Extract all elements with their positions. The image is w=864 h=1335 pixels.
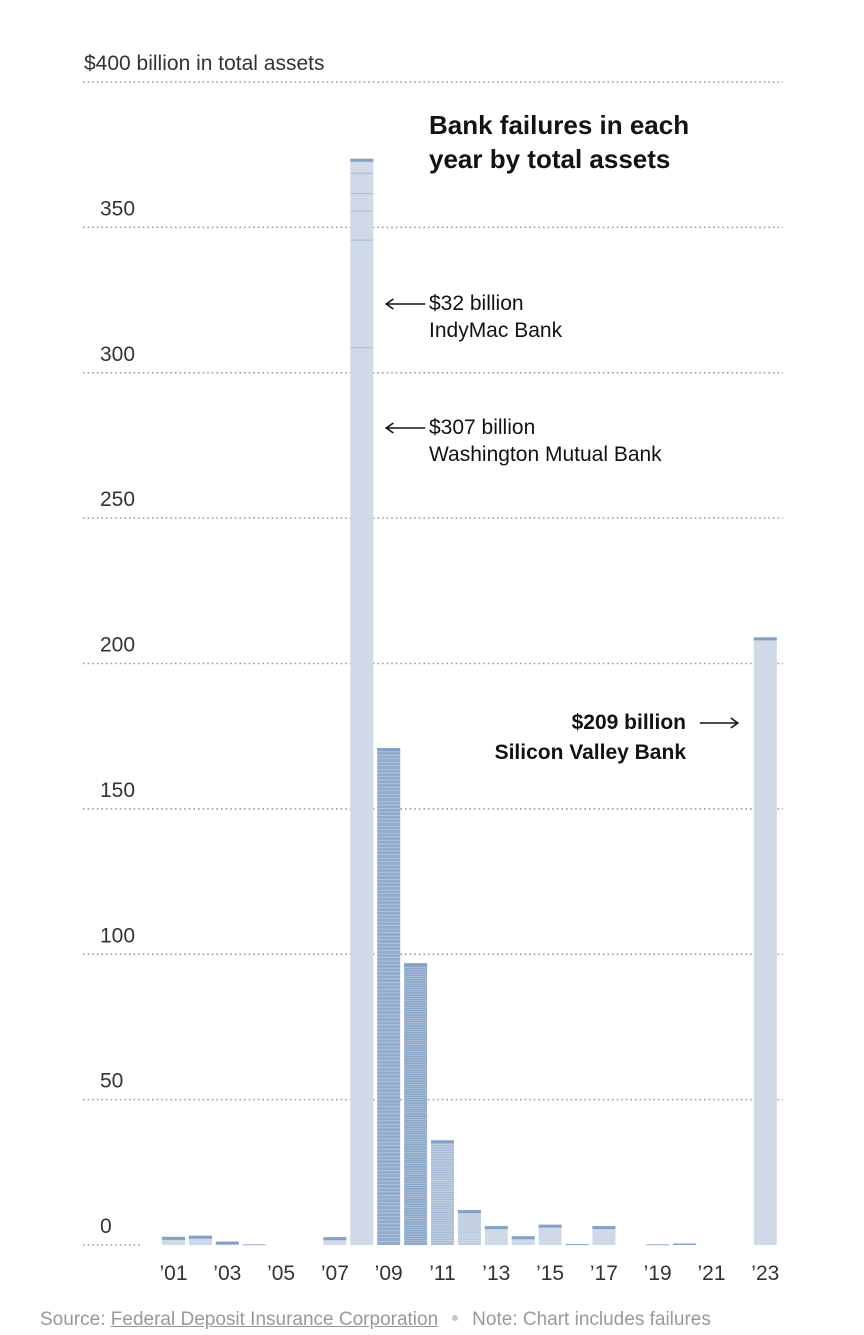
- bar-cap: [565, 1244, 589, 1245]
- y-tick-label: 350: [100, 197, 135, 220]
- bar: [484, 1226, 508, 1245]
- y-tick-label: 0: [100, 1215, 112, 1238]
- separator-dot-icon: [452, 1315, 459, 1322]
- y-tick-label: 100: [100, 924, 135, 947]
- y-tick-label: 300: [100, 343, 135, 366]
- bar: [511, 1236, 535, 1245]
- bar-cap: [404, 963, 428, 967]
- annotation-label: $209 billion: [572, 711, 686, 734]
- bar-cap: [511, 1236, 535, 1240]
- source-link[interactable]: Federal Deposit Insurance Corporation: [110, 1309, 439, 1330]
- y-tick-label: 200: [100, 634, 135, 657]
- bar-cap: [162, 1236, 185, 1240]
- bar: [753, 637, 777, 1245]
- bar: [538, 1224, 562, 1245]
- source-note: Note: Chart includes failures: [472, 1309, 711, 1330]
- bar-cap: [538, 1224, 562, 1228]
- bar-cap: [377, 748, 401, 752]
- bar-cap: [431, 1140, 454, 1144]
- chart-title: Bank failures in each: [429, 110, 689, 140]
- bar: [162, 1236, 185, 1245]
- bar: [646, 1244, 670, 1246]
- x-tick-label: ’11: [429, 1262, 455, 1285]
- source-prefix: Source:: [40, 1309, 111, 1330]
- x-tick-label: ’03: [213, 1262, 241, 1285]
- bar: [404, 963, 428, 1245]
- bar-cap: [592, 1226, 616, 1230]
- bar-cap: [188, 1235, 212, 1239]
- chart-title: year by total assets: [429, 144, 670, 174]
- bar: [350, 158, 374, 1245]
- bar: [431, 1140, 454, 1245]
- x-tick-label: ’05: [267, 1262, 295, 1285]
- bar: [242, 1244, 266, 1246]
- bar: [592, 1226, 616, 1245]
- bar-cap: [323, 1237, 347, 1241]
- x-tick-label: ’09: [375, 1262, 403, 1285]
- bar-cap: [457, 1210, 481, 1214]
- x-tick-label: ’19: [644, 1262, 672, 1285]
- arrow-left-head-icon: [384, 298, 394, 310]
- y-tick-label: $400 billion in total assets: [84, 52, 325, 75]
- y-tick-label: 150: [100, 779, 135, 802]
- bar-cap: [350, 158, 374, 162]
- bar: [377, 748, 401, 1245]
- annotation-label: Washington Mutual Bank: [429, 443, 662, 466]
- annotation-label: Silicon Valley Bank: [495, 741, 687, 764]
- x-tick-label: ’07: [321, 1262, 349, 1285]
- bank-failures-chart: 0 50 100 150 200 250 300 350 $400 billion in tot…: [83, 52, 783, 1285]
- x-tick-label: ’23: [751, 1262, 779, 1285]
- bar-cap: [646, 1244, 670, 1245]
- annotation-label: $307 billion: [429, 416, 535, 439]
- x-tick-label: ’01: [159, 1262, 187, 1285]
- x-tick-label: ’17: [590, 1262, 618, 1285]
- y-tick-label: 250: [100, 488, 135, 511]
- x-tick-label: ’13: [482, 1262, 510, 1285]
- arrow-right-head-icon: [730, 717, 740, 729]
- bar-cap: [242, 1244, 266, 1245]
- bar-cap: [484, 1226, 508, 1230]
- x-tick-label: ’15: [536, 1262, 564, 1285]
- bar: [323, 1237, 347, 1245]
- bar-cap: [753, 637, 777, 641]
- annotation-label: $32 billion: [429, 292, 524, 315]
- x-tick-label: ’21: [697, 1262, 725, 1285]
- bar: [457, 1210, 481, 1245]
- bar: [188, 1235, 212, 1245]
- source-line: Source: Federal Deposit Insurance Corpor…: [40, 1309, 864, 1331]
- bar-cap: [215, 1241, 239, 1245]
- y-tick-label: 50: [100, 1070, 123, 1093]
- bar-cap: [673, 1243, 697, 1245]
- annotation-label: IndyMac Bank: [429, 319, 563, 342]
- arrow-left-head-icon: [384, 422, 394, 434]
